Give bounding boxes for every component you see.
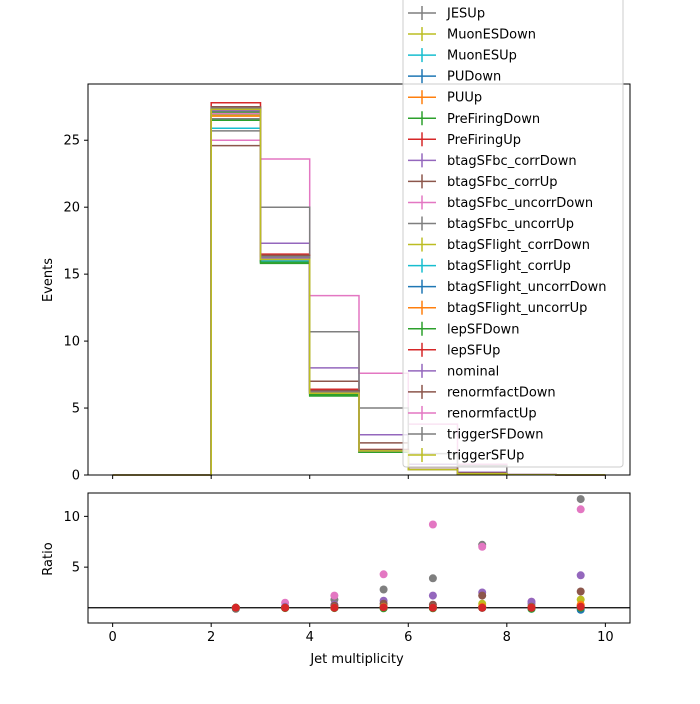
legend-label: btagSFlight_corrDown	[447, 238, 590, 253]
legend-entry-PUUp: PUUp	[408, 90, 482, 106]
top-y-tick-label: 10	[63, 335, 80, 350]
top-y-tick-label: 5	[72, 402, 80, 417]
ratio-y-tick-label: 10	[63, 510, 80, 525]
legend-label: btagSFbc_uncorrUp	[447, 217, 574, 232]
top-x-ticks	[112, 475, 606, 479]
legend-entry-renormfactDown: renormfactDown	[408, 384, 556, 400]
ratio-x-ticks: 0 2 4 6 8 10	[108, 623, 614, 645]
ratio-points-group	[231, 495, 585, 614]
legend-label: JESUp	[446, 7, 485, 22]
legend-label: renormfactUp	[447, 406, 537, 421]
legend-entry-renormfactUp: renormfactUp	[408, 405, 537, 421]
legend-entry-btagSFbc_corrUp: btagSFbc_corrUp	[408, 174, 558, 190]
ratio-x-tick-label: 10	[597, 630, 614, 645]
ratio-point	[576, 571, 585, 580]
ratio-point	[527, 603, 536, 612]
legend-label: btagSFlight_corrUp	[447, 259, 571, 274]
ratio-point	[231, 603, 240, 612]
legend-label: renormfactDown	[447, 385, 556, 400]
legend-entry-btagSFbc_corrDown: btagSFbc_corrDown	[408, 153, 577, 169]
legend-label: lepSFDown	[447, 322, 519, 337]
ratio-point	[478, 603, 487, 612]
top-y-tick-label: 20	[63, 201, 80, 216]
legend-box	[402, 0, 624, 468]
legend-entry-triggerSFDown: triggerSFDown	[408, 427, 543, 443]
ratio-x-tick-label: 6	[404, 630, 412, 645]
top-y-axis-label: Events	[41, 258, 56, 302]
ratio-point	[576, 602, 585, 611]
ratio-point	[576, 587, 585, 596]
legend: JESUp MuonESDown MuonESUp PUDown PUUp PreFiri…	[402, 0, 624, 468]
ratio-point	[576, 495, 585, 504]
ratio-y-tick-label: 5	[72, 561, 80, 576]
ratio-point	[428, 520, 437, 529]
legend-label: PUDown	[447, 70, 501, 85]
legend-label: btagSFbc_uncorrDown	[447, 196, 593, 211]
ratio-y-axis-label: Ratio	[41, 542, 56, 575]
legend-entry-PUDown: PUDown	[408, 69, 501, 85]
legend-entry-btagSFlight_corrUp: btagSFlight_corrUp	[408, 258, 571, 274]
ratio-point	[379, 603, 388, 612]
legend-entry-lepSFUp: lepSFUp	[408, 342, 500, 358]
top-y-tick-label: 0	[72, 469, 80, 484]
legend-label: MuonESUp	[447, 49, 517, 64]
ratio-x-tick-label: 0	[108, 630, 116, 645]
legend-label: triggerSFDown	[447, 428, 543, 443]
legend-label: MuonESDown	[447, 28, 536, 43]
legend-label: btagSFbc_corrDown	[447, 154, 577, 169]
legend-entry-MuonESDown: MuonESDown	[408, 27, 536, 43]
x-axis-label: Jet multiplicity	[309, 652, 404, 667]
top-y-tick-label: 15	[63, 268, 80, 283]
legend-label: nominal	[447, 364, 499, 379]
top-plot-frame	[87, 83, 631, 476]
legend-label: PUUp	[447, 91, 482, 106]
legend-label: triggerSFUp	[447, 449, 524, 464]
legend-entry-lepSFDown: lepSFDown	[408, 321, 519, 337]
ratio-x-tick-label: 8	[503, 630, 511, 645]
legend-entries: JESUp MuonESDown MuonESUp PUDown PUUp PreFiri…	[408, 6, 607, 464]
legend-entry-nominal: nominal	[408, 363, 499, 379]
legend-entry-PreFiringDown: PreFiringDown	[408, 111, 540, 127]
ratio-point	[428, 574, 437, 583]
ratio-point	[281, 603, 290, 612]
ratio-point	[428, 603, 437, 612]
legend-label: btagSFbc_corrUp	[447, 175, 558, 190]
top-panel: 0 5 10 15 20 25 Events	[41, 83, 631, 484]
ratio-point	[478, 542, 487, 551]
ratio-plot-frame	[87, 492, 631, 624]
ratio-point	[428, 591, 437, 600]
legend-label: lepSFUp	[447, 343, 500, 358]
ratio-point	[576, 505, 585, 514]
ratio-x-tick-label: 4	[306, 630, 314, 645]
legend-label: PreFiringUp	[447, 133, 521, 148]
top-y-ticks: 0 5 10 15 20 25	[63, 134, 88, 484]
legend-entry-triggerSFUp: triggerSFUp	[408, 448, 524, 464]
ratio-point	[379, 570, 388, 579]
legend-entry-btagSFlight_uncorrDown: btagSFlight_uncorrDown	[408, 279, 607, 295]
top-y-tick-label: 25	[63, 134, 80, 149]
legend-entry-btagSFbc_uncorrDown: btagSFbc_uncorrDown	[408, 195, 593, 211]
legend-label: btagSFlight_uncorrDown	[447, 280, 607, 295]
ratio-x-tick-label: 2	[207, 630, 215, 645]
ratio-point	[330, 603, 339, 612]
legend-entry-JESUp: JESUp	[408, 6, 485, 22]
legend-entry-btagSFlight_corrDown: btagSFlight_corrDown	[408, 237, 590, 253]
ratio-y-ticks: 5 10	[63, 510, 88, 576]
legend-entry-btagSFbc_uncorrUp: btagSFbc_uncorrUp	[408, 216, 574, 232]
legend-entry-MuonESUp: MuonESUp	[408, 48, 517, 64]
ratio-point	[379, 585, 388, 594]
bottom-panel: 0 2 4 6 8 10 5 10 Ratio Jet multiplicity	[41, 492, 631, 667]
legend-label: PreFiringDown	[447, 112, 540, 127]
legend-entry-PreFiringUp: PreFiringUp	[408, 132, 521, 148]
legend-entry-btagSFlight_uncorrUp: btagSFlight_uncorrUp	[408, 300, 587, 316]
ratio-point	[330, 591, 339, 600]
ratio-point	[478, 591, 487, 600]
legend-label: btagSFlight_uncorrUp	[447, 301, 587, 316]
